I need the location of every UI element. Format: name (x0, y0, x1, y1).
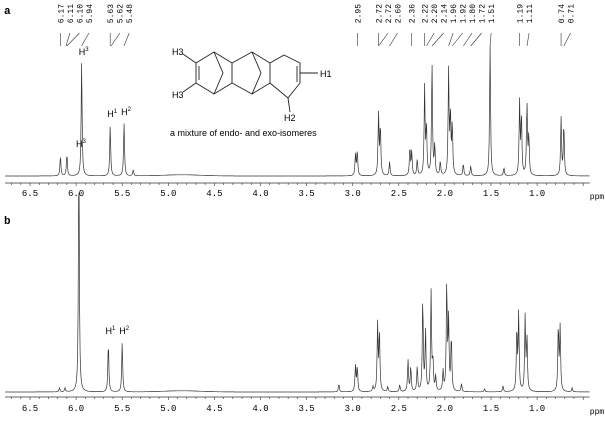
peak-label-leader (81, 32, 90, 47)
peak-label-leader (66, 32, 80, 47)
peak-label: 1.92 (460, 4, 469, 23)
x-tick-label: 4.0 (252, 404, 268, 414)
peak-label: 1.19 (517, 4, 526, 23)
x-tick-label: 5.5 (114, 404, 130, 414)
peak-annotation-h3: H3 (79, 47, 90, 57)
peak-annotation-h1: H1 (105, 326, 116, 336)
spectrum-trace-a (5, 45, 590, 177)
peak-label: 2.95 (354, 4, 363, 23)
peak-label-leader (489, 32, 492, 47)
peak-label-leader (563, 32, 571, 47)
peak-label-leader (426, 32, 435, 47)
peak-label: 1.72 (479, 4, 488, 23)
peak-label: 2.20 (431, 4, 440, 23)
x-tick-label: 5.0 (160, 189, 176, 199)
x-tick-label: 2.5 (391, 404, 407, 414)
peak-label-leader (470, 32, 482, 47)
x-tick-label: 3.5 (298, 189, 314, 199)
peak-label: 2.72 (376, 4, 385, 23)
peak-label: 1.51 (488, 4, 497, 23)
x-tick-label: 6.0 (68, 189, 84, 199)
peak-label: 5.94 (86, 4, 95, 23)
peak-label: 6.17 (57, 4, 66, 23)
peak-annotation-h2: H2 (121, 107, 132, 117)
x-tick-label: 6.5 (22, 189, 38, 199)
peak-annotation-h2: H2 (119, 326, 130, 336)
peak-label-leader (452, 32, 463, 47)
peak-label: 2.14 (441, 4, 450, 23)
panel-label-b: b (4, 216, 11, 228)
molecule-caption: a mixture of endo- and exo-isomeres (170, 128, 317, 138)
peak-label: 6.11 (67, 4, 76, 23)
x-tick-label: 1.5 (483, 189, 499, 199)
peak-annotation-h3: H3 (76, 139, 87, 149)
x-tick-label: 1.0 (529, 189, 545, 199)
x-tick-label: 1.0 (529, 404, 545, 414)
peak-label-leader (448, 32, 454, 47)
x-axis-label: ppm (590, 408, 605, 417)
peak-label: 5.48 (126, 4, 135, 23)
peak-label: 5.62 (117, 4, 126, 23)
x-tick-label: 5.5 (114, 189, 130, 199)
molecule-h3-top: H3 (172, 47, 184, 57)
x-tick-label: 6.5 (22, 404, 38, 414)
molecule-structure (182, 51, 318, 113)
peak-label: 2.22 (422, 4, 431, 23)
peak-label: 0.71 (568, 4, 577, 23)
panel-label-a: a (4, 6, 11, 18)
peak-label-leader (65, 32, 71, 47)
peak-label-leader (378, 32, 389, 47)
peak-label: 5.63 (107, 4, 116, 23)
peak-label-leader (123, 32, 130, 47)
peak-label: 1.80 (469, 4, 478, 23)
x-tick-label: 4.5 (206, 189, 222, 199)
molecule-h1: H1 (320, 69, 332, 79)
peak-label: 2.60 (395, 4, 404, 23)
x-tick-label: 2.0 (437, 404, 453, 414)
x-tick-label: 4.0 (252, 189, 268, 199)
peak-label-leader (526, 32, 530, 47)
peak-label-leader (431, 32, 444, 47)
peak-label: 0.74 (558, 4, 567, 23)
x-tick-label: 3.0 (345, 404, 361, 414)
x-tick-label: 2.0 (437, 189, 453, 199)
x-axis-label: ppm (590, 193, 605, 202)
spectrum-trace-b (5, 192, 590, 393)
x-tick-label: 3.5 (298, 404, 314, 414)
peak-annotation-h1: H1 (107, 109, 118, 119)
peak-label: 2.72 (385, 4, 394, 23)
x-tick-label: 1.5 (483, 404, 499, 414)
peak-label: 6.10 (76, 4, 85, 23)
x-tick-label: 5.0 (160, 404, 176, 414)
peak-label: 1.96 (450, 4, 459, 23)
peak-label: 1.11 (526, 4, 535, 23)
molecule-h2: H2 (284, 113, 296, 123)
x-tick-label: 3.0 (345, 189, 361, 199)
peak-label-leader (110, 32, 120, 47)
x-tick-label: 2.5 (391, 189, 407, 199)
molecule-h3-bottom: H3 (172, 90, 184, 100)
x-tick-label: 4.5 (206, 404, 222, 414)
x-tick-label: 6.0 (68, 404, 84, 414)
peak-label-leader (389, 32, 398, 47)
peak-label: 2.36 (409, 4, 418, 23)
peak-label-leader (463, 32, 473, 47)
